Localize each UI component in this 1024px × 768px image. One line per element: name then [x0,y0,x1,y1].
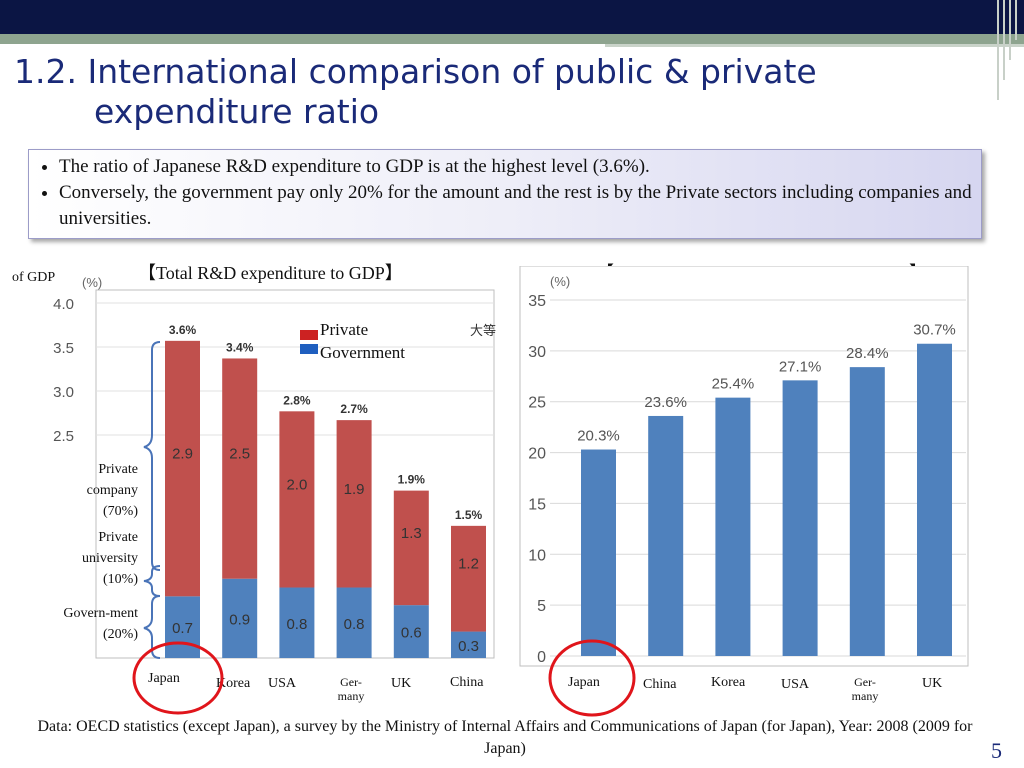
left-y-tick: 3.0 [53,384,74,401]
slide-title: 1.2. International comparison of public … [14,52,894,132]
right-y-tick: 30 [528,344,546,361]
label-private-company: Private company (70%) [86,462,138,519]
right-y-tick: 25 [528,395,546,412]
bullet-1: The ratio of Japanese R&D expenditure to… [59,154,981,180]
highlight-japan-left [132,641,224,715]
right-value-label: 23.6% [644,394,687,411]
left-y-unit: (%) [82,275,102,290]
highlight-japan-right [548,639,636,717]
right-bar [581,449,616,656]
right-category-china: China [643,677,677,692]
left-label-government: 0.8 [286,616,307,633]
share-braces [143,341,161,659]
right-bar [782,380,818,656]
right-bar [917,343,952,656]
left-category-japan: Japan [148,671,180,686]
label-government-share: Govern-ment (20%) [63,606,138,642]
right-category-germany: Ger-many [851,675,879,703]
bullet-2: Conversely, the government pay only 20% … [59,180,981,232]
legend-private-swatch [300,330,318,340]
top-bar-strip [0,34,1024,44]
left-chart-title: 【Total R&D expenditure to GDP】 [138,263,403,283]
left-label-government: 0.6 [401,625,422,642]
right-category-japan: Japan [568,675,600,690]
left-bar-private [393,490,429,606]
left-bar-government [393,605,429,658]
left-y-tick: 2.5 [53,428,74,445]
label-private-university: Private university (10%) [82,530,138,587]
left-bar-private [222,358,258,579]
left-bar-private [336,420,372,588]
right-y-tick: 0 [537,649,546,666]
right-bar [648,415,684,656]
summary-box: The ratio of Japanese R&D expenditure to… [28,149,982,239]
left-bar-government [336,587,372,658]
left-category-usa: USA [268,676,297,691]
left-bar-private [451,525,486,632]
left-bar-government [279,587,315,658]
right-y-tick: 20 [528,446,546,463]
left-label-total: 2.8% [283,393,311,407]
left-label-private: 2.5 [229,446,250,463]
legend-government-swatch [300,344,318,354]
right-value-label: 28.4% [846,345,889,362]
title-line-2: expenditure ratio [94,92,380,131]
top-bar-accent [605,44,1024,47]
left-label-government: 0.8 [344,616,365,633]
left-bar-government [222,578,258,658]
left-category-uk: UK [391,676,412,691]
right-chart: 20.3% 23.6% 25.4% 27.1% 28.4% 30.7% 0 5 10 15 20 2… [519,266,969,667]
right-y-tick: 15 [528,496,546,513]
right-value-label: 27.1% [779,358,822,375]
left-chart: 0.7 2.9 3.6% 0.9 2.5 3.4% 0.8 2.0 2.8% 0.8 1.9 2.7%… [53,275,496,659]
right-y-tick: 35 [528,293,546,310]
right-y-unit: (%) [550,274,570,289]
top-bar [0,0,1024,34]
left-label-total: 3.6% [169,323,197,337]
legend-private-label: Private [320,320,369,339]
left-category-germany: Ger-many [337,675,365,703]
left-category-china: China [450,675,484,690]
legend-government-label: Government [320,343,405,362]
page-number: 5 [991,738,1002,763]
left-label-private: 1.3 [401,525,422,542]
left-label-government: 0.9 [229,611,250,628]
unit-label: of GDP [12,270,56,285]
right-y-tick: 5 [537,598,546,615]
corner-decoration [997,0,1017,100]
left-annotation: 大等 [470,323,496,338]
right-category-uk: UK [922,676,943,691]
left-bar-private [165,340,200,597]
left-label-private: 1.2 [458,556,479,573]
right-bar [715,397,751,656]
left-y-tick: 3.5 [53,340,74,357]
left-label-total: 1.5% [455,508,483,522]
right-value-label: 20.3% [577,428,620,445]
left-label-government: 0.7 [172,620,193,637]
left-bar-government [451,631,486,658]
right-value-label: 25.4% [712,376,755,393]
left-bar-government [165,596,200,658]
left-label-private: 2.9 [172,446,193,463]
left-y-tick: 4.0 [53,296,74,313]
left-label-government: 0.3 [458,638,479,655]
left-label-total: 1.9% [398,473,426,487]
title-line-1: 1.2. International comparison of public … [14,52,817,91]
right-bar [849,367,885,656]
right-value-label: 30.7% [913,322,956,339]
right-y-tick: 10 [528,547,546,564]
left-label-private: 2.0 [286,476,307,493]
left-bar-private [279,411,315,588]
left-label-private: 1.9 [344,481,365,498]
source-note: Data: OECD statistics (except Japan), a … [37,718,973,757]
right-category-korea: Korea [711,675,746,690]
left-category-korea: Korea [216,676,251,691]
left-label-total: 2.7% [340,402,368,416]
left-label-total: 3.4% [226,340,254,354]
right-category-usa: USA [781,677,810,692]
